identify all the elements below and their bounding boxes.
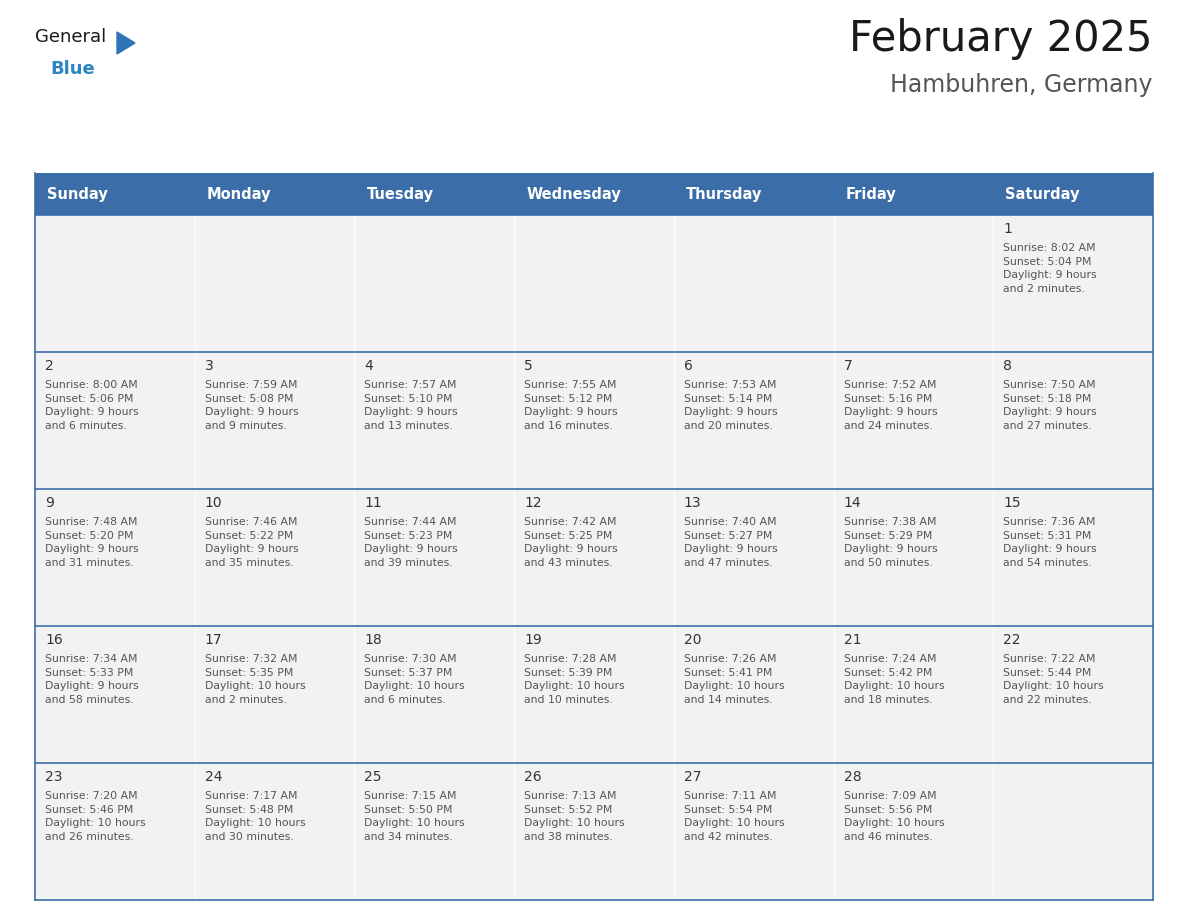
Text: Monday: Monday: [207, 186, 271, 201]
Text: Sunrise: 7:50 AM
Sunset: 5:18 PM
Daylight: 9 hours
and 27 minutes.: Sunrise: 7:50 AM Sunset: 5:18 PM Dayligh…: [1004, 380, 1097, 431]
Bar: [34, 352, 1154, 489]
Text: 26: 26: [524, 770, 542, 784]
Bar: [34, 489, 1154, 626]
Bar: [34, 215, 1154, 352]
Text: 11: 11: [365, 496, 383, 510]
Bar: [34, 763, 1154, 900]
Text: 13: 13: [684, 496, 701, 510]
Text: Wednesday: Wednesday: [526, 186, 621, 201]
Text: Sunday: Sunday: [48, 186, 108, 201]
Text: Sunrise: 7:22 AM
Sunset: 5:44 PM
Daylight: 10 hours
and 22 minutes.: Sunrise: 7:22 AM Sunset: 5:44 PM Dayligh…: [1004, 654, 1104, 705]
Text: Sunrise: 7:59 AM
Sunset: 5:08 PM
Daylight: 9 hours
and 9 minutes.: Sunrise: 7:59 AM Sunset: 5:08 PM Dayligh…: [204, 380, 298, 431]
Text: Sunrise: 7:42 AM
Sunset: 5:25 PM
Daylight: 9 hours
and 43 minutes.: Sunrise: 7:42 AM Sunset: 5:25 PM Dayligh…: [524, 517, 618, 568]
Text: Tuesday: Tuesday: [366, 186, 434, 201]
Text: Sunrise: 7:32 AM
Sunset: 5:35 PM
Daylight: 10 hours
and 2 minutes.: Sunrise: 7:32 AM Sunset: 5:35 PM Dayligh…: [204, 654, 305, 705]
Text: 2: 2: [45, 359, 53, 373]
Text: Sunrise: 7:52 AM
Sunset: 5:16 PM
Daylight: 9 hours
and 24 minutes.: Sunrise: 7:52 AM Sunset: 5:16 PM Dayligh…: [843, 380, 937, 431]
Text: Sunrise: 7:53 AM
Sunset: 5:14 PM
Daylight: 9 hours
and 20 minutes.: Sunrise: 7:53 AM Sunset: 5:14 PM Dayligh…: [684, 380, 777, 431]
Text: 19: 19: [524, 633, 542, 647]
Text: 23: 23: [45, 770, 63, 784]
Text: Sunrise: 7:15 AM
Sunset: 5:50 PM
Daylight: 10 hours
and 34 minutes.: Sunrise: 7:15 AM Sunset: 5:50 PM Dayligh…: [365, 791, 465, 842]
Text: Sunrise: 7:40 AM
Sunset: 5:27 PM
Daylight: 9 hours
and 47 minutes.: Sunrise: 7:40 AM Sunset: 5:27 PM Dayligh…: [684, 517, 777, 568]
Text: Sunrise: 7:57 AM
Sunset: 5:10 PM
Daylight: 9 hours
and 13 minutes.: Sunrise: 7:57 AM Sunset: 5:10 PM Dayligh…: [365, 380, 459, 431]
Text: Sunrise: 7:17 AM
Sunset: 5:48 PM
Daylight: 10 hours
and 30 minutes.: Sunrise: 7:17 AM Sunset: 5:48 PM Dayligh…: [204, 791, 305, 842]
Polygon shape: [116, 32, 135, 54]
Text: 16: 16: [45, 633, 63, 647]
Text: 12: 12: [524, 496, 542, 510]
Text: 20: 20: [684, 633, 701, 647]
Text: Sunrise: 7:26 AM
Sunset: 5:41 PM
Daylight: 10 hours
and 14 minutes.: Sunrise: 7:26 AM Sunset: 5:41 PM Dayligh…: [684, 654, 784, 705]
Text: Thursday: Thursday: [685, 186, 763, 201]
Text: 28: 28: [843, 770, 861, 784]
Text: 14: 14: [843, 496, 861, 510]
Text: 17: 17: [204, 633, 222, 647]
Bar: [34, 626, 1154, 763]
Text: 1: 1: [1004, 222, 1012, 236]
Bar: [34, 173, 1154, 215]
Text: Sunrise: 7:20 AM
Sunset: 5:46 PM
Daylight: 10 hours
and 26 minutes.: Sunrise: 7:20 AM Sunset: 5:46 PM Dayligh…: [45, 791, 146, 842]
Text: 18: 18: [365, 633, 383, 647]
Text: Sunrise: 7:30 AM
Sunset: 5:37 PM
Daylight: 10 hours
and 6 minutes.: Sunrise: 7:30 AM Sunset: 5:37 PM Dayligh…: [365, 654, 465, 705]
Text: Sunrise: 7:28 AM
Sunset: 5:39 PM
Daylight: 10 hours
and 10 minutes.: Sunrise: 7:28 AM Sunset: 5:39 PM Dayligh…: [524, 654, 625, 705]
Text: Sunrise: 7:38 AM
Sunset: 5:29 PM
Daylight: 9 hours
and 50 minutes.: Sunrise: 7:38 AM Sunset: 5:29 PM Dayligh…: [843, 517, 937, 568]
Text: Sunrise: 7:48 AM
Sunset: 5:20 PM
Daylight: 9 hours
and 31 minutes.: Sunrise: 7:48 AM Sunset: 5:20 PM Dayligh…: [45, 517, 139, 568]
Text: General: General: [34, 28, 106, 46]
Text: Sunrise: 7:36 AM
Sunset: 5:31 PM
Daylight: 9 hours
and 54 minutes.: Sunrise: 7:36 AM Sunset: 5:31 PM Dayligh…: [1004, 517, 1097, 568]
Text: 9: 9: [45, 496, 53, 510]
Text: 22: 22: [1004, 633, 1020, 647]
Text: 6: 6: [684, 359, 693, 373]
Text: Sunrise: 7:09 AM
Sunset: 5:56 PM
Daylight: 10 hours
and 46 minutes.: Sunrise: 7:09 AM Sunset: 5:56 PM Dayligh…: [843, 791, 944, 842]
Text: Sunrise: 7:34 AM
Sunset: 5:33 PM
Daylight: 9 hours
and 58 minutes.: Sunrise: 7:34 AM Sunset: 5:33 PM Dayligh…: [45, 654, 139, 705]
Text: Sunrise: 7:44 AM
Sunset: 5:23 PM
Daylight: 9 hours
and 39 minutes.: Sunrise: 7:44 AM Sunset: 5:23 PM Dayligh…: [365, 517, 459, 568]
Text: 15: 15: [1004, 496, 1020, 510]
Text: Sunrise: 7:46 AM
Sunset: 5:22 PM
Daylight: 9 hours
and 35 minutes.: Sunrise: 7:46 AM Sunset: 5:22 PM Dayligh…: [204, 517, 298, 568]
Text: Hambuhren, Germany: Hambuhren, Germany: [891, 73, 1154, 97]
Text: 3: 3: [204, 359, 214, 373]
Text: Saturday: Saturday: [1005, 186, 1080, 201]
Text: 24: 24: [204, 770, 222, 784]
Text: 8: 8: [1004, 359, 1012, 373]
Text: Sunrise: 7:11 AM
Sunset: 5:54 PM
Daylight: 10 hours
and 42 minutes.: Sunrise: 7:11 AM Sunset: 5:54 PM Dayligh…: [684, 791, 784, 842]
Text: Sunrise: 7:13 AM
Sunset: 5:52 PM
Daylight: 10 hours
and 38 minutes.: Sunrise: 7:13 AM Sunset: 5:52 PM Dayligh…: [524, 791, 625, 842]
Text: Sunrise: 8:02 AM
Sunset: 5:04 PM
Daylight: 9 hours
and 2 minutes.: Sunrise: 8:02 AM Sunset: 5:04 PM Dayligh…: [1004, 243, 1097, 294]
Text: 21: 21: [843, 633, 861, 647]
Text: 10: 10: [204, 496, 222, 510]
Text: Sunrise: 7:55 AM
Sunset: 5:12 PM
Daylight: 9 hours
and 16 minutes.: Sunrise: 7:55 AM Sunset: 5:12 PM Dayligh…: [524, 380, 618, 431]
Text: 7: 7: [843, 359, 852, 373]
Text: February 2025: February 2025: [849, 18, 1154, 60]
Text: 5: 5: [524, 359, 533, 373]
Text: Sunrise: 7:24 AM
Sunset: 5:42 PM
Daylight: 10 hours
and 18 minutes.: Sunrise: 7:24 AM Sunset: 5:42 PM Dayligh…: [843, 654, 944, 705]
Text: 25: 25: [365, 770, 381, 784]
Text: Sunrise: 8:00 AM
Sunset: 5:06 PM
Daylight: 9 hours
and 6 minutes.: Sunrise: 8:00 AM Sunset: 5:06 PM Dayligh…: [45, 380, 139, 431]
Text: 27: 27: [684, 770, 701, 784]
Text: Blue: Blue: [50, 60, 95, 78]
Text: 4: 4: [365, 359, 373, 373]
Text: Friday: Friday: [846, 186, 896, 201]
